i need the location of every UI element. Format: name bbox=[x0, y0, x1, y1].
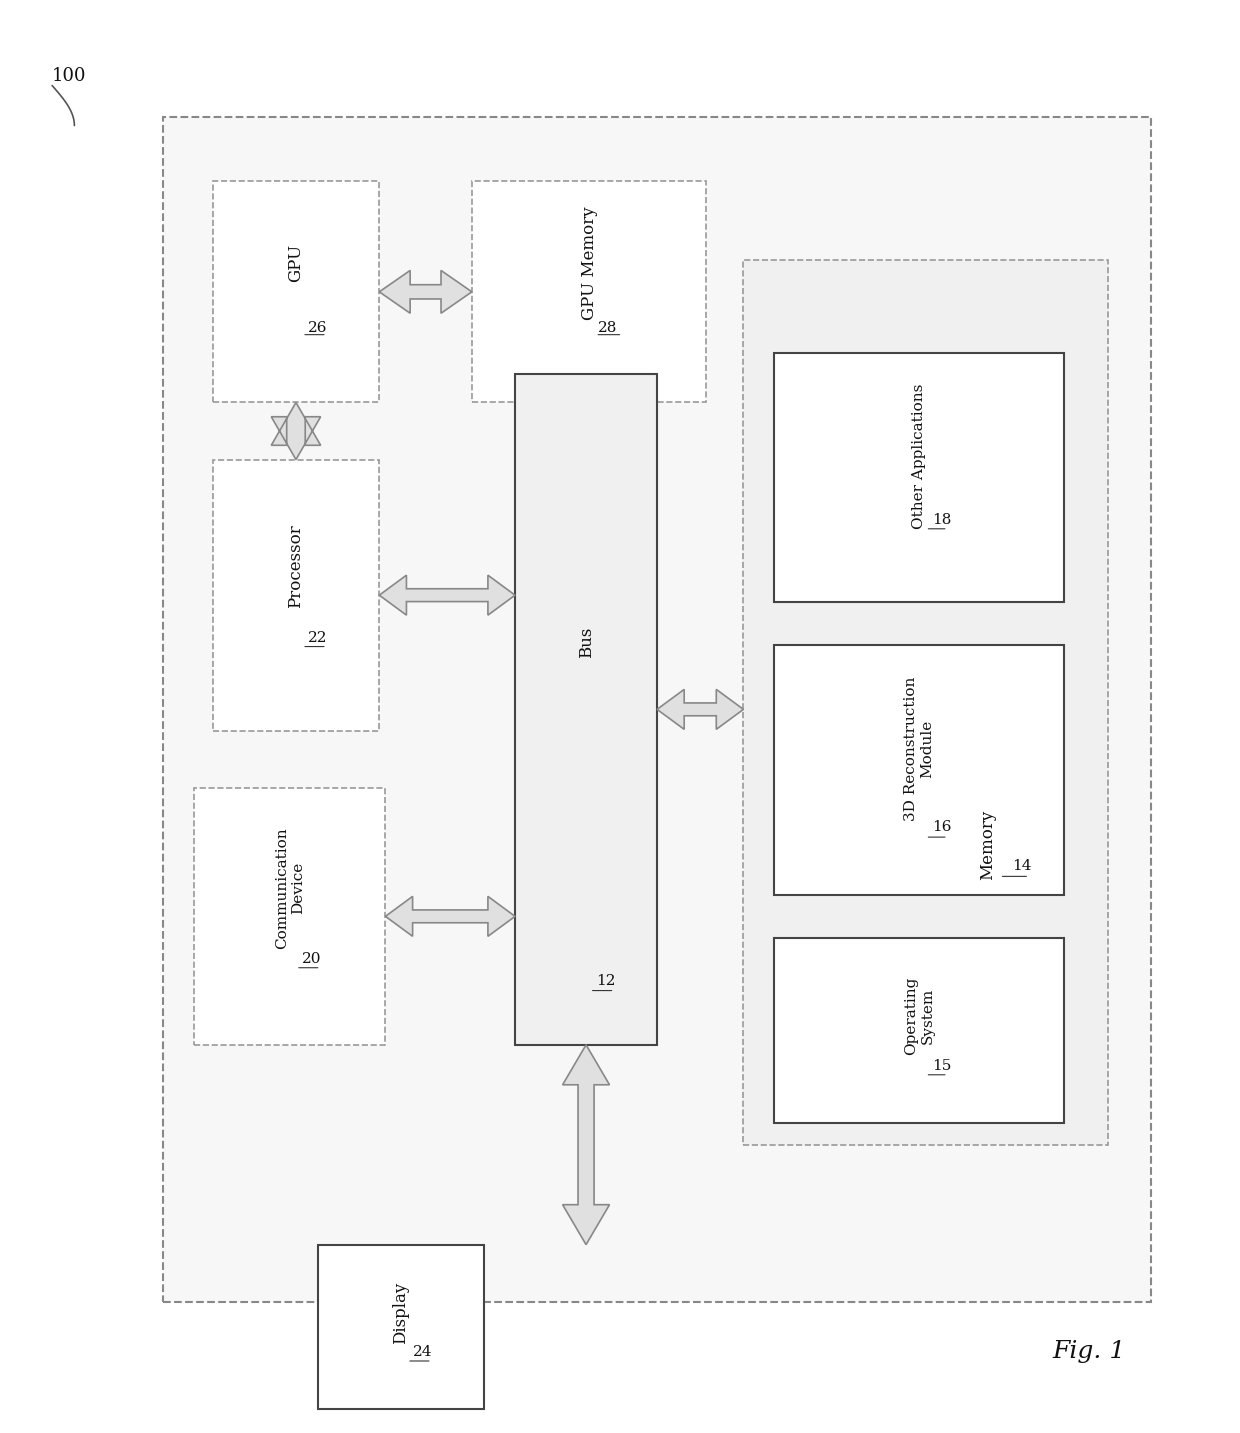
Bar bbox=[774, 937, 1064, 1123]
Text: 15: 15 bbox=[931, 1059, 951, 1073]
Polygon shape bbox=[272, 403, 321, 460]
Text: 12: 12 bbox=[596, 973, 615, 987]
Bar bbox=[515, 374, 657, 1045]
Text: 20: 20 bbox=[303, 952, 321, 966]
Text: Fig. 1: Fig. 1 bbox=[1053, 1340, 1126, 1363]
Polygon shape bbox=[386, 897, 515, 936]
Text: Display: Display bbox=[392, 1281, 409, 1344]
Text: Memory: Memory bbox=[978, 810, 996, 880]
Bar bbox=[212, 460, 379, 731]
Text: Other Applications: Other Applications bbox=[913, 383, 926, 529]
Text: 18: 18 bbox=[931, 513, 951, 527]
Text: GPU Memory: GPU Memory bbox=[580, 206, 598, 320]
Bar bbox=[195, 788, 386, 1045]
Text: 14: 14 bbox=[1012, 860, 1032, 873]
Polygon shape bbox=[563, 1045, 610, 1245]
Text: GPU: GPU bbox=[288, 244, 305, 282]
Text: 28: 28 bbox=[598, 321, 618, 334]
Bar bbox=[774, 645, 1064, 896]
Text: 24: 24 bbox=[413, 1346, 433, 1360]
Bar bbox=[212, 181, 379, 403]
Bar bbox=[774, 353, 1064, 602]
Text: 26: 26 bbox=[309, 321, 327, 334]
Polygon shape bbox=[379, 575, 515, 615]
Bar bbox=[164, 118, 1151, 1301]
Text: 22: 22 bbox=[309, 631, 327, 645]
Text: Operating
System: Operating System bbox=[904, 977, 935, 1056]
Polygon shape bbox=[379, 271, 472, 314]
Bar bbox=[744, 259, 1107, 1145]
Text: 16: 16 bbox=[931, 820, 951, 834]
Text: Bus: Bus bbox=[578, 626, 594, 658]
Bar bbox=[472, 181, 707, 403]
Polygon shape bbox=[657, 689, 744, 729]
Text: Processor: Processor bbox=[288, 524, 305, 609]
Bar bbox=[317, 1245, 484, 1409]
Text: Communication
Device: Communication Device bbox=[275, 827, 305, 949]
Text: 3D Reconstruction
Module: 3D Reconstruction Module bbox=[904, 676, 935, 821]
Text: 100: 100 bbox=[52, 67, 87, 85]
